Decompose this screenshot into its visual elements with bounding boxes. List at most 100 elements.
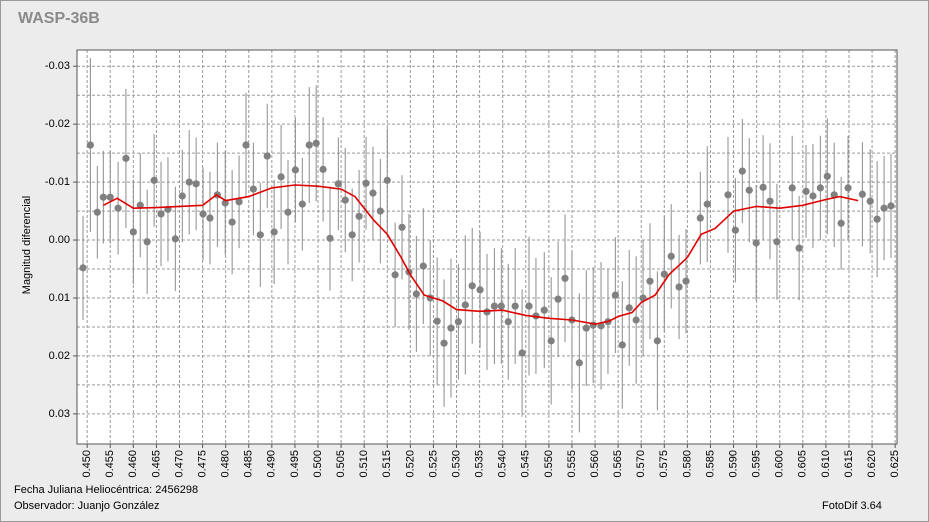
data-point (157, 210, 165, 218)
x-tick-label: 0.600 (774, 450, 786, 478)
data-point (504, 318, 512, 326)
data-point (362, 179, 370, 187)
x-tick-label: 0.555 (566, 450, 578, 478)
data-point (703, 200, 711, 208)
x-tick-label: 0.485 (243, 450, 255, 478)
data-point (773, 238, 781, 246)
marks (79, 58, 895, 433)
data-point (192, 180, 200, 188)
data-point (235, 198, 243, 206)
x-tick-label: 0.475 (196, 450, 208, 478)
x-tick-label: 0.615 (843, 450, 855, 478)
data-point (618, 341, 626, 349)
x-tick-label: 0.625 (889, 450, 901, 478)
x-tick-label: 0.510 (358, 450, 370, 478)
data-point (561, 274, 569, 282)
data-point (284, 208, 292, 216)
y-tick-label: 0.03 (49, 408, 70, 420)
footer-software: FotoDif 3.64 (822, 500, 882, 512)
y-tick-label: -0.02 (45, 118, 70, 130)
x-tick-label: 0.570 (635, 450, 647, 478)
data-point (143, 238, 151, 246)
x-tick-label: 0.495 (289, 450, 301, 478)
data-point (476, 286, 484, 294)
data-point (788, 184, 796, 192)
data-point (249, 185, 257, 193)
data-point (348, 231, 356, 239)
plot-area (77, 50, 897, 444)
x-tick-label: 0.505 (335, 450, 347, 478)
x-tick-label: 0.545 (520, 450, 532, 478)
y-axis-label: Magnitud diferencial (21, 196, 33, 294)
data-point (873, 215, 881, 223)
data-point (461, 301, 469, 309)
data-point (334, 180, 342, 188)
data-point (646, 277, 654, 285)
data-point (483, 308, 491, 316)
x-tick-label: 0.470 (173, 450, 185, 478)
data-point (270, 228, 278, 236)
data-point (731, 226, 740, 234)
data-point (263, 152, 271, 160)
x-tick-label: 0.515 (381, 450, 393, 478)
y-tick-label: 0.00 (49, 234, 70, 246)
data-point (99, 193, 107, 201)
data-point (575, 359, 583, 367)
data-point (766, 197, 774, 205)
data-point (454, 318, 462, 326)
x-tick-label: 0.500 (312, 450, 324, 478)
data-point (355, 212, 363, 220)
data-point (319, 165, 327, 173)
data-point (199, 210, 207, 218)
data-point (326, 234, 334, 242)
data-point (816, 184, 824, 192)
y-tick-label: 0.02 (49, 350, 70, 362)
x-tick-label: 0.525 (427, 450, 439, 478)
data-point (682, 277, 690, 285)
data-point (93, 208, 101, 216)
data-point (150, 176, 158, 184)
footer-date: Fecha Juliana Heliocéntrica: 2456298 (14, 484, 198, 496)
data-point (809, 192, 817, 200)
data-point (277, 173, 285, 181)
x-tick-label: 0.490 (266, 450, 278, 478)
data-point (79, 264, 87, 272)
data-point (412, 290, 420, 298)
plot-frame (76, 49, 898, 445)
x-tick-label: 0.610 (820, 450, 832, 478)
data-point (312, 139, 320, 147)
x-tick-label: 0.520 (404, 450, 416, 478)
data-point (752, 239, 760, 247)
data-point (129, 228, 137, 236)
data-point (844, 184, 852, 192)
x-tick-label: 0.540 (497, 450, 509, 478)
x-tick-label: 0.480 (220, 450, 232, 478)
data-point (696, 214, 704, 222)
data-point (440, 339, 448, 347)
data-point (653, 337, 661, 345)
y-tick-label: -0.01 (45, 176, 70, 188)
data-point (398, 223, 406, 231)
data-point (178, 192, 186, 200)
x-tick-label: 0.550 (543, 450, 555, 478)
data-point (866, 197, 874, 205)
data-point (447, 324, 455, 332)
x-tick-label: 0.560 (589, 450, 601, 478)
x-tick-label: 0.535 (474, 450, 486, 478)
data-point (305, 141, 313, 149)
data-point (391, 271, 399, 279)
chart-title: WASP-36B (18, 10, 100, 27)
data-point (582, 324, 590, 332)
x-tick-label: 0.460 (127, 450, 139, 478)
data-point (518, 349, 526, 357)
trend-line (102, 184, 859, 325)
data-point (369, 189, 377, 197)
data-point (468, 282, 476, 290)
data-point (547, 337, 555, 345)
data-point (171, 235, 179, 243)
x-tick-label: 0.605 (797, 450, 809, 478)
data-point (887, 202, 895, 210)
data-point (433, 317, 441, 325)
data-point (823, 172, 831, 180)
data-point (114, 204, 122, 212)
